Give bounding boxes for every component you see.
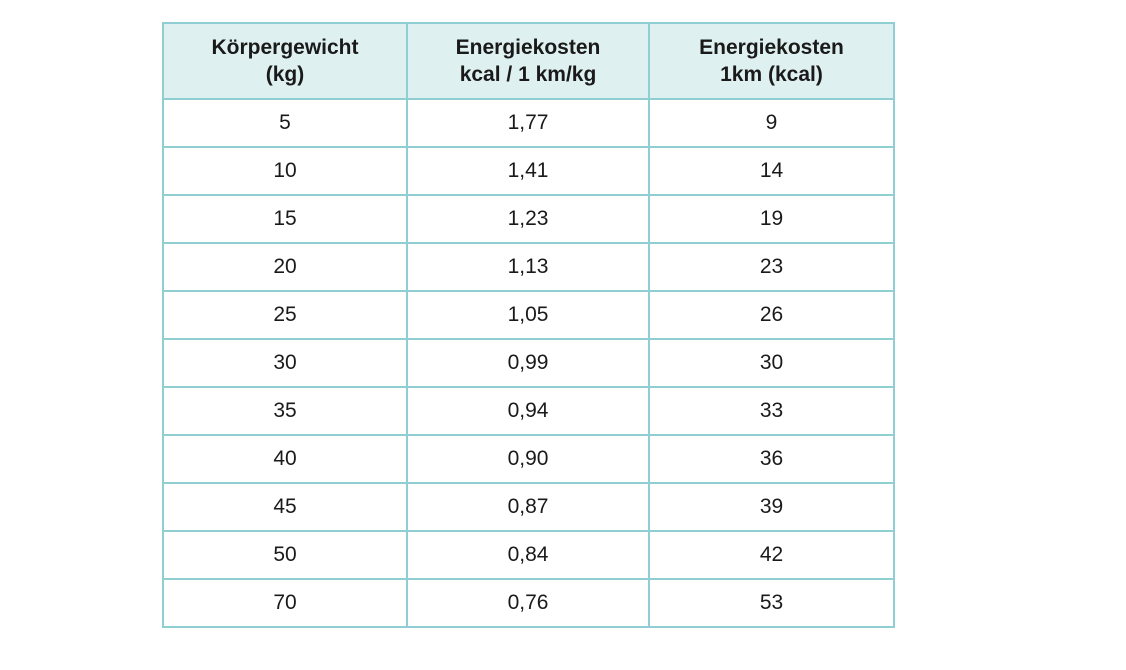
cell-energy-per-km: 23 (648, 242, 895, 292)
energy-cost-table: Körpergewicht (kg) Energiekosten kcal / … (162, 22, 895, 628)
cell-energy-per-kg: 1,13 (406, 242, 650, 292)
cell-energy-per-km: 14 (648, 146, 895, 196)
cell-energy-per-km: 33 (648, 386, 895, 436)
table-row: 5 1,77 9 (162, 98, 895, 148)
cell-energy-per-km: 42 (648, 530, 895, 580)
table-row: 70 0,76 53 (162, 578, 895, 628)
table-row: 40 0,90 36 (162, 434, 895, 484)
cell-energy-per-kg: 1,23 (406, 194, 650, 244)
cell-body-weight: 40 (162, 434, 408, 484)
table-row: 35 0,94 33 (162, 386, 895, 436)
header-line: Energiekosten (455, 36, 601, 59)
table-row: 25 1,05 26 (162, 290, 895, 340)
table-row: 10 1,41 14 (162, 146, 895, 196)
cell-body-weight: 15 (162, 194, 408, 244)
cell-energy-per-km: 39 (648, 482, 895, 532)
cell-body-weight: 35 (162, 386, 408, 436)
header-line: (kg) (265, 63, 305, 86)
header-line: 1km (kcal) (720, 63, 823, 86)
cell-body-weight: 5 (162, 98, 408, 148)
table-row: 50 0,84 42 (162, 530, 895, 580)
cell-energy-per-kg: 1,05 (406, 290, 650, 340)
table-header-row: Körpergewicht (kg) Energiekosten kcal / … (162, 22, 895, 100)
table-row: 15 1,23 19 (162, 194, 895, 244)
cell-body-weight: 25 (162, 290, 408, 340)
cell-body-weight: 30 (162, 338, 408, 388)
cell-energy-per-kg: 0,94 (406, 386, 650, 436)
cell-energy-per-kg: 0,76 (406, 578, 650, 628)
header-energy-cost-per-kg: Energiekosten kcal / 1 km/kg (406, 22, 650, 100)
cell-body-weight: 45 (162, 482, 408, 532)
cell-energy-per-kg: 1,41 (406, 146, 650, 196)
table-row: 20 1,13 23 (162, 242, 895, 292)
cell-energy-per-kg: 0,99 (406, 338, 650, 388)
cell-energy-per-km: 19 (648, 194, 895, 244)
header-line: Körpergewicht (211, 36, 359, 59)
cell-energy-per-kg: 1,77 (406, 98, 650, 148)
header-line: Energiekosten (699, 36, 844, 59)
cell-energy-per-km: 26 (648, 290, 895, 340)
cell-body-weight: 20 (162, 242, 408, 292)
table-row: 30 0,99 30 (162, 338, 895, 388)
cell-body-weight: 50 (162, 530, 408, 580)
energy-cost-table-container: Körpergewicht (kg) Energiekosten kcal / … (162, 22, 895, 628)
cell-energy-per-kg: 0,84 (406, 530, 650, 580)
cell-energy-per-km: 9 (648, 98, 895, 148)
cell-energy-per-km: 36 (648, 434, 895, 484)
header-energy-cost-per-km: Energiekosten 1km (kcal) (648, 22, 895, 100)
cell-energy-per-km: 30 (648, 338, 895, 388)
cell-energy-per-km: 53 (648, 578, 895, 628)
cell-body-weight: 10 (162, 146, 408, 196)
cell-energy-per-kg: 0,90 (406, 434, 650, 484)
cell-body-weight: 70 (162, 578, 408, 628)
header-line: kcal / 1 km/kg (459, 63, 597, 86)
table-row: 45 0,87 39 (162, 482, 895, 532)
cell-energy-per-kg: 0,87 (406, 482, 650, 532)
header-body-weight: Körpergewicht (kg) (162, 22, 408, 100)
